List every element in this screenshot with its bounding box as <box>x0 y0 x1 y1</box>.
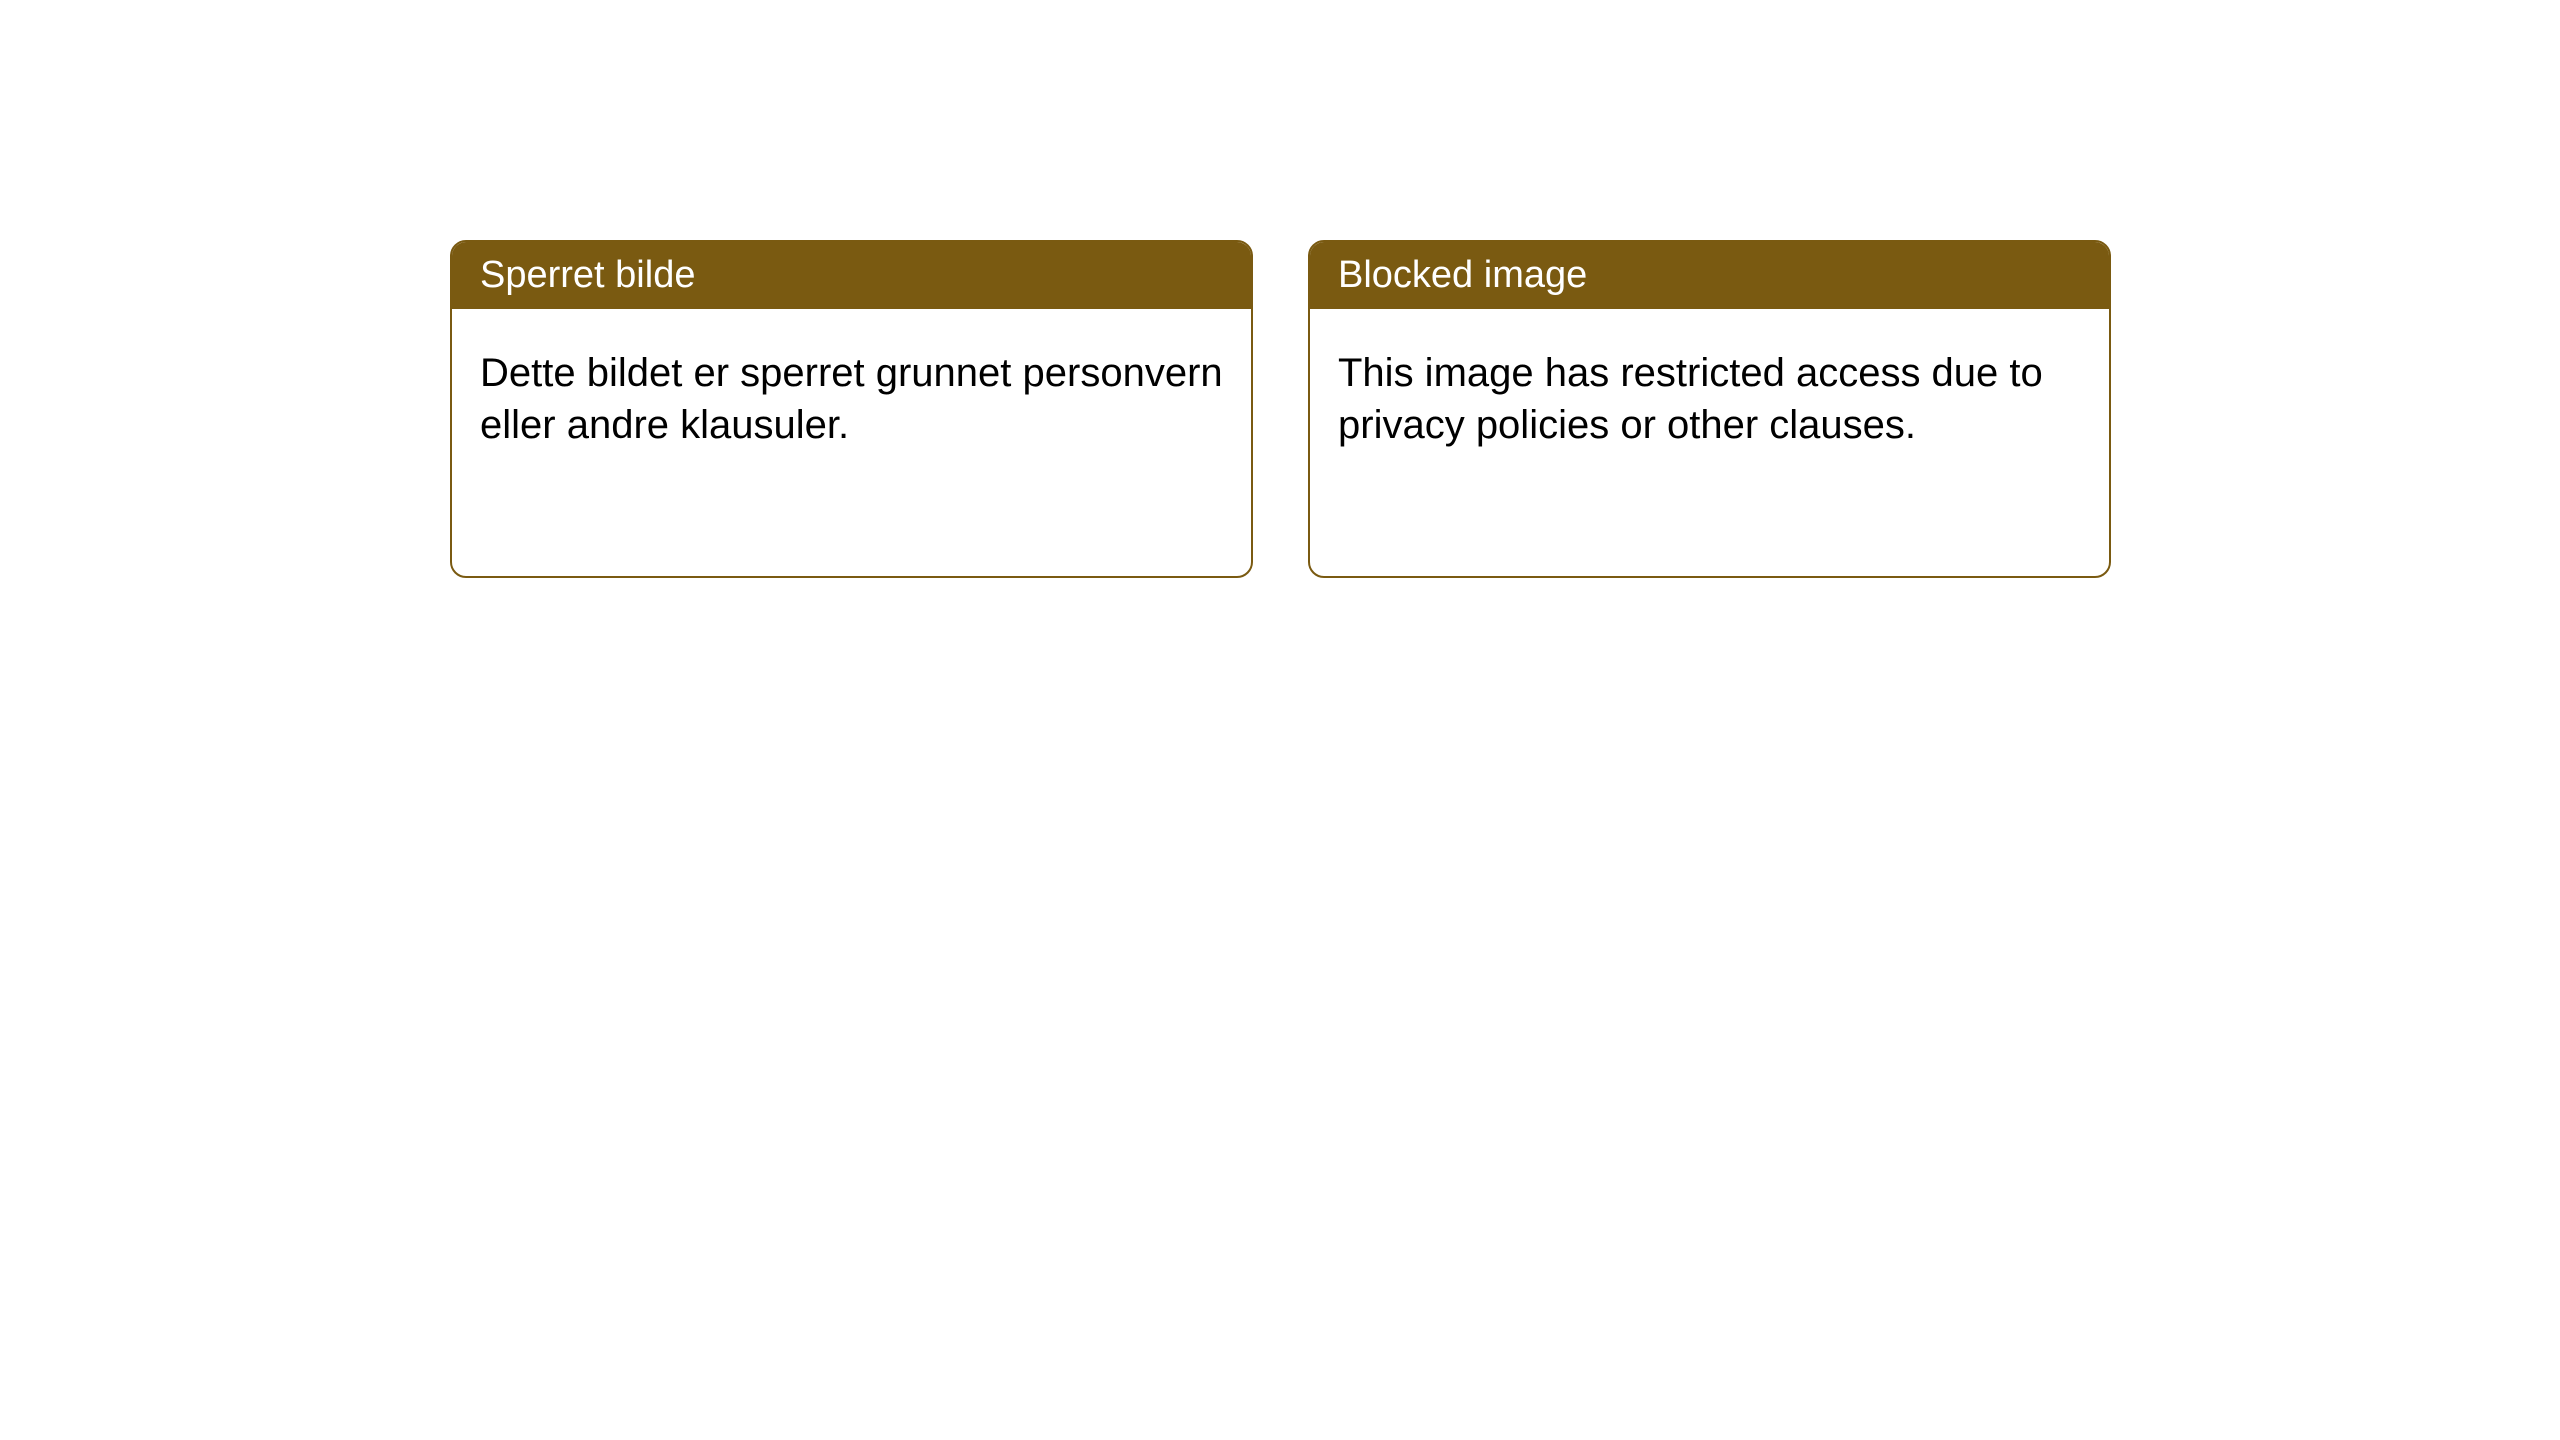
cards-container: Sperret bilde Dette bildet er sperret gr… <box>0 0 2560 578</box>
card-body-en: This image has restricted access due to … <box>1310 309 2109 490</box>
card-title-en: Blocked image <box>1338 254 1587 296</box>
card-message-no: Dette bildet er sperret grunnet personve… <box>480 351 1223 447</box>
card-header-no: Sperret bilde <box>452 242 1251 309</box>
blocked-image-card-en: Blocked image This image has restricted … <box>1308 240 2111 578</box>
blocked-image-card-no: Sperret bilde Dette bildet er sperret gr… <box>450 240 1253 578</box>
card-header-en: Blocked image <box>1310 242 2109 309</box>
card-body-no: Dette bildet er sperret grunnet personve… <box>452 309 1251 490</box>
card-message-en: This image has restricted access due to … <box>1338 351 2043 447</box>
card-title-no: Sperret bilde <box>480 254 695 296</box>
